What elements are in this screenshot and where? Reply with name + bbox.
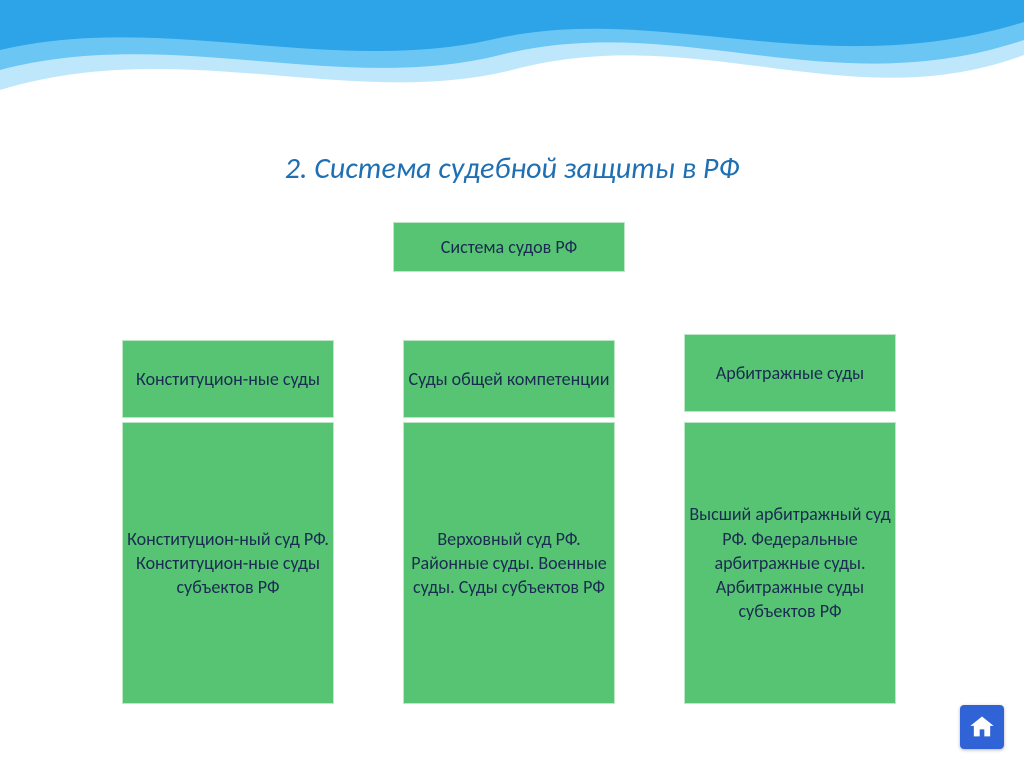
wave-top [0,0,1024,51]
wave-mid [0,0,1024,70]
root-box: Система судов РФ [393,222,625,272]
col3-header: Арбитражные суды [684,334,896,412]
home-button[interactable] [960,705,1004,749]
col2-body: Верховный суд РФ. Районные суды. Военные… [403,422,615,704]
col3-body: Высший арбитражный суд РФ. Федеральные а… [684,422,896,704]
slide-title: 2. Система судебной защиты в РФ [0,150,1024,187]
col1-body: Конституцион-ный суд РФ. Конституцион-ны… [122,422,334,704]
col1-header: Конституцион-ные суды [122,340,334,418]
wave-decoration [0,0,1024,130]
col2-header: Суды общей компетенции [403,340,615,418]
wave-light [0,0,1024,90]
home-icon [968,713,996,741]
